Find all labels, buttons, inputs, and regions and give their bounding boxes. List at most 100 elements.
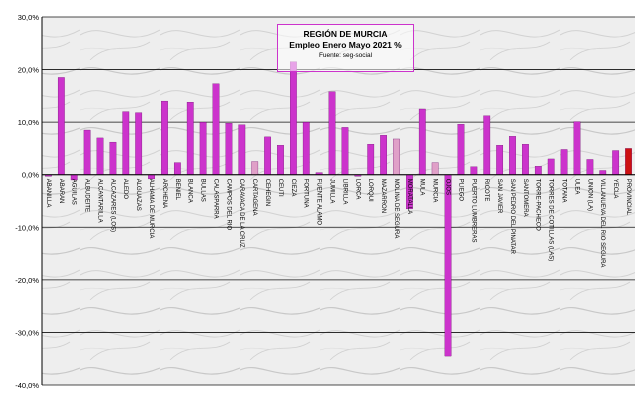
bar-alcantarilla [96, 137, 104, 175]
x-tick-label: BULLAS [200, 179, 206, 202]
x-tick-label: LORQUI [367, 179, 373, 202]
x-tick-label: TORRE-PACHECO [535, 179, 541, 231]
y-tick-label: 20,0% [18, 66, 40, 75]
x-tick-label: SAN PEDRO DEL PINATAR [509, 179, 515, 255]
bar-san-javier [496, 145, 504, 175]
x-tick-label: LIBRILLA [341, 179, 347, 205]
bar-aledo [122, 111, 130, 175]
x-tick-label: PUERTO LUMBRERAS [470, 179, 476, 243]
x-tick-label: CARTAGENA [251, 179, 257, 216]
bar-torre-pacheco [534, 166, 542, 175]
y-tick-label: -20,0% [15, 276, 39, 285]
x-tick-label: MAZARRON [380, 179, 386, 213]
axes [41, 17, 635, 385]
bar-pliego [457, 124, 465, 175]
bar-jumilla [328, 91, 336, 175]
bar-campos-del-rio [225, 123, 233, 175]
bar-ulea [573, 121, 581, 175]
x-tick-label: MOLINA DE SEGURA [393, 179, 399, 239]
x-tick-label: BLANCA [187, 179, 193, 203]
y-tick-label: 30,0% [18, 13, 40, 22]
bar-totana [560, 149, 568, 175]
x-tick-label: CAMPOS DEL RIO [225, 179, 231, 231]
x-tick-label: CEUTI [277, 179, 283, 197]
bar-villanueva-del-rio-segura [599, 170, 607, 175]
bar-caravaca-de-la-cruz [238, 124, 246, 175]
x-tick-label: MURCIA [432, 179, 438, 203]
bar-blanca [186, 102, 194, 175]
y-tick-labels: -40,0% -30,0% -20,0% -10,0% 0,0% 10,0% 20,0% 30… [15, 13, 39, 390]
bar-albudeite [83, 129, 91, 175]
y-tick-label: 0,0% [22, 171, 39, 180]
bar-yecla [612, 150, 620, 175]
bar-cartagena [251, 161, 259, 175]
x-tick-label: MULA [419, 179, 425, 196]
bar-mula [418, 108, 426, 175]
x-tick-label: AGUILAS [71, 179, 77, 205]
x-tick-label: VILLANUEVA DEL RIO SEGURA [599, 179, 605, 268]
x-tick-label: SAN JAVIER [496, 179, 502, 214]
x-tick-label: UNION (LA) [586, 179, 592, 211]
bar-archena [161, 100, 168, 175]
bar-alguazas [135, 112, 143, 175]
bar-murcia [431, 162, 439, 175]
bar-abaran [57, 77, 65, 175]
bar-alcazares-los- [109, 141, 117, 175]
x-tick-label: FUENTE ALAMO [316, 179, 322, 226]
bar-lorqui [367, 144, 375, 175]
x-tick-label: ALHAMA DE MURCIA [148, 179, 154, 239]
y-tick-label: -30,0% [15, 328, 39, 337]
bar-santomera [522, 144, 529, 175]
bar-ceuti [277, 145, 284, 175]
x-tick-label: OJOS [444, 179, 450, 195]
x-tick-label: FORTUNA [303, 179, 309, 208]
bar-ojos [444, 174, 452, 357]
x-tick-label: ALEDO [122, 179, 128, 200]
x-tick-labels: ABANILLA ABARAN AGUILAS ALBUDEITE ALCANTARIL… [45, 179, 631, 268]
bar-fortuna [302, 121, 310, 175]
x-tick-label: CEHEGIN [264, 179, 270, 206]
chart-source: Fuente: seg-social [318, 52, 373, 59]
x-tick-label: RICOTE [483, 179, 489, 202]
bars [45, 61, 632, 357]
bar-ricote [483, 115, 491, 175]
bar-calasparra [212, 83, 220, 175]
x-tick-label: ALBUDEITE [84, 179, 90, 212]
x-tick-label: SANTOMERA [522, 179, 528, 217]
x-tick-label: ALGUAZAS [135, 179, 141, 211]
bar-beniel [173, 162, 181, 175]
bar-san-pedro-del-pinatar [509, 136, 516, 175]
bar-provincial [625, 148, 632, 175]
x-tick-label: JUMILLA [328, 179, 334, 204]
bar-molina-de-segura [393, 138, 400, 175]
x-tick-label: TOTANA [561, 179, 567, 203]
plot-area [42, 17, 635, 385]
x-tick-label: LORCA [354, 179, 360, 200]
x-tick-label: PROVINCIAL [625, 179, 631, 216]
y-tick-label: -10,0% [15, 223, 39, 232]
gridlines [42, 16, 635, 386]
x-tick-label: ULEA [573, 179, 579, 195]
x-tick-label: ALCAZARES (LOS) [109, 179, 115, 232]
y-tick-label: 10,0% [18, 118, 40, 127]
x-tick-label: CIEZA [290, 179, 296, 197]
x-tick-label: PLIEGO [457, 179, 463, 202]
bar-union-la- [586, 159, 594, 175]
x-tick-label: MORATALLA [406, 179, 412, 214]
x-tick-label: ALCANTARILLA [96, 179, 102, 223]
x-tick-label: ABANILLA [45, 179, 51, 208]
chart-title-box: REGIÓN DE MURCIA Empleo Enero Mayo 2021 … [277, 24, 414, 72]
x-tick-label: ARCHENA [161, 179, 167, 208]
bar-torres-de-cotillas-las- [547, 158, 555, 175]
bar-mazarron [380, 135, 387, 175]
y-tick-label: -40,0% [15, 381, 39, 390]
x-tick-label: ABARAN [58, 179, 64, 204]
x-tick-label: YECLA [612, 179, 618, 199]
bar-cehegin [264, 136, 271, 175]
bar-librilla [341, 127, 349, 175]
chart-subtitle: Empleo Enero Mayo 2021 % [289, 40, 402, 50]
bar-cieza [290, 61, 297, 175]
bar-puerto-lumbreras [470, 166, 478, 175]
chart-title: REGIÓN DE MURCIA [303, 29, 388, 39]
